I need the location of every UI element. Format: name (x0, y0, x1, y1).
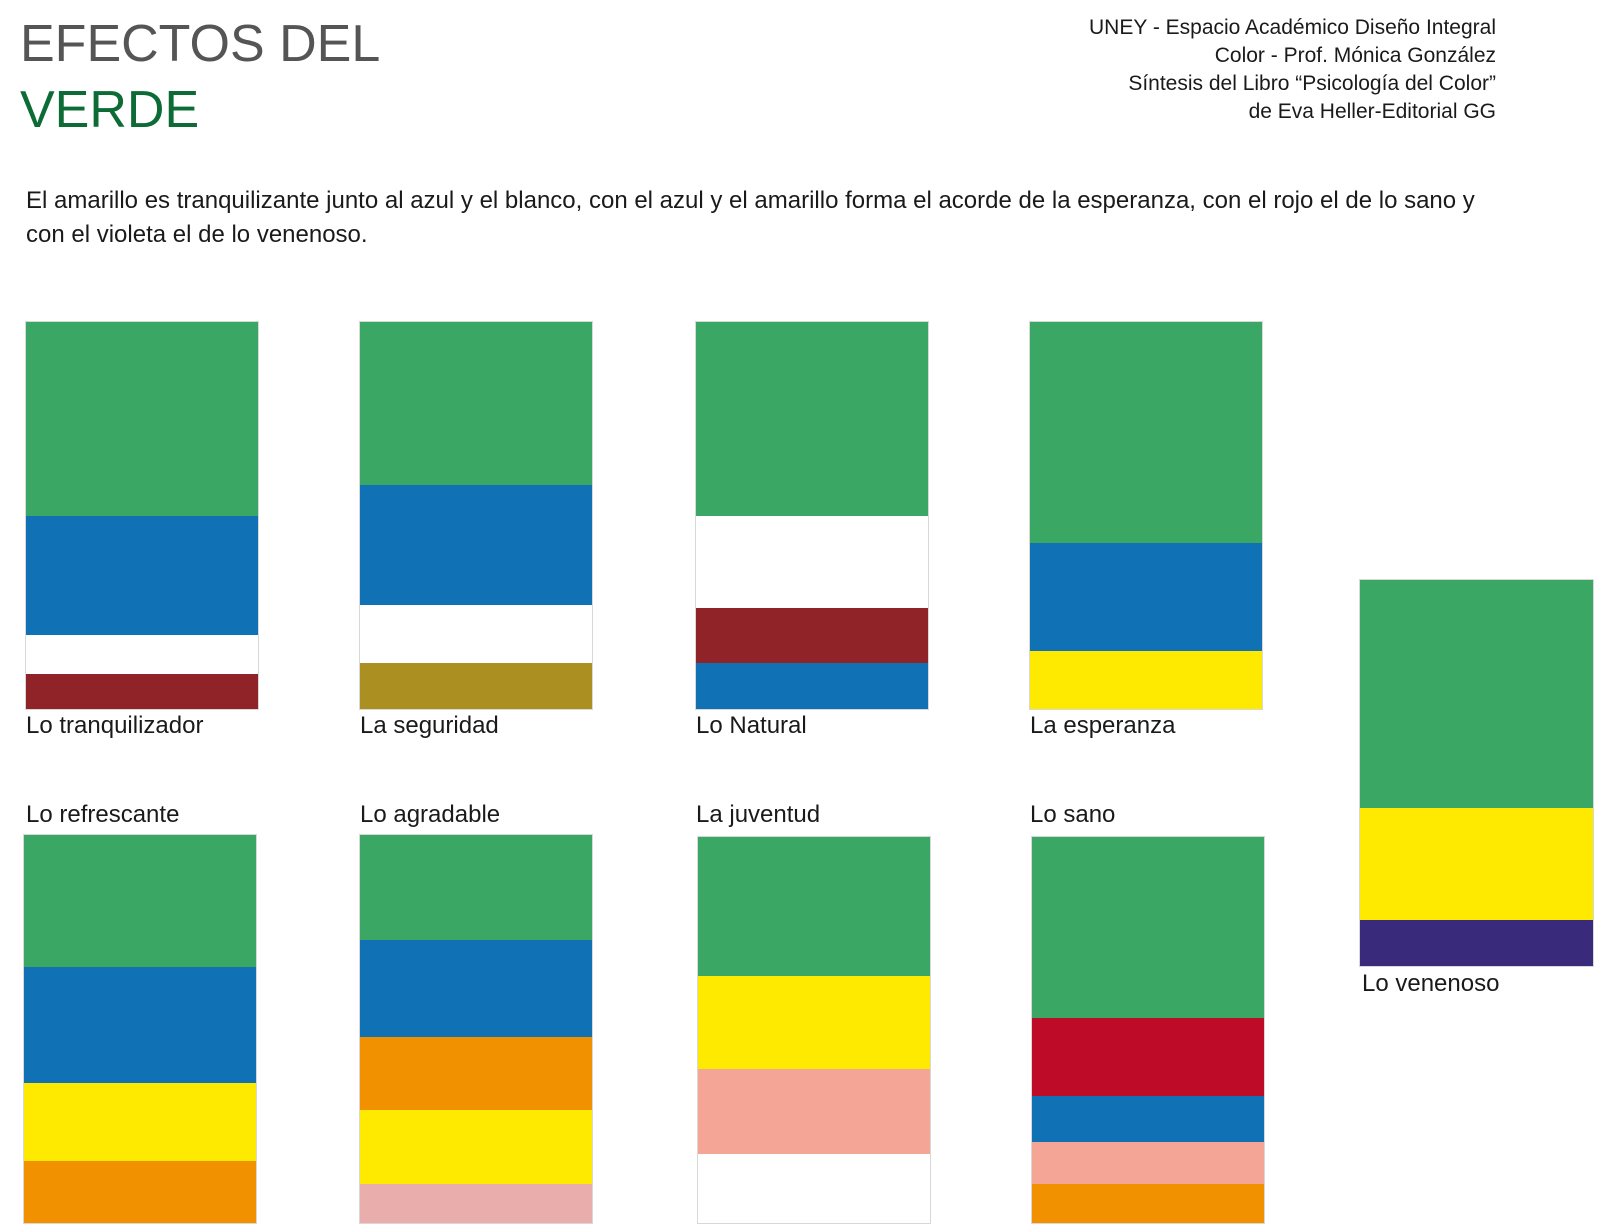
color-stripe (696, 515, 928, 609)
color-stripe (1030, 322, 1262, 543)
color-stripe (360, 939, 592, 1037)
color-stripe (698, 837, 930, 976)
credit-line: Color - Prof. Mónica González (1214, 44, 1496, 67)
color-stripe (1032, 1141, 1264, 1185)
color-stripe (698, 975, 930, 1069)
color-stripe (1360, 919, 1593, 966)
color-stripe (24, 1160, 256, 1223)
chord-label: Lo Natural (696, 712, 807, 739)
color-stripe (1032, 1018, 1264, 1096)
credit-line: de Eva Heller-Editorial GG (1248, 100, 1496, 123)
color-stripe (698, 1068, 930, 1154)
color-chord-swatch (360, 322, 592, 709)
color-stripe (1030, 542, 1262, 651)
color-stripe (360, 835, 592, 940)
chord-label: La esperanza (1030, 712, 1176, 739)
color-stripe (1032, 1095, 1264, 1142)
color-stripe (360, 1110, 592, 1185)
color-chord-swatch (360, 835, 592, 1223)
color-stripe (1360, 580, 1593, 808)
color-stripe (360, 604, 592, 663)
color-stripe (24, 966, 256, 1084)
color-stripe (24, 835, 256, 967)
color-stripe (360, 1184, 592, 1223)
color-stripe (360, 1036, 592, 1111)
color-stripe (698, 1153, 930, 1223)
chord-label: La seguridad (360, 712, 499, 739)
credit-line: UNEY - Espacio Académico Diseño Integral (1089, 16, 1496, 39)
color-stripe (26, 322, 258, 516)
chord-label: Lo sano (1030, 801, 1116, 828)
color-stripe (360, 322, 592, 485)
color-stripe (696, 322, 928, 516)
chord-label: Lo venenoso (1362, 970, 1500, 997)
chord-label: La juventud (696, 801, 821, 828)
color-chord-swatch (1032, 837, 1264, 1223)
page-title-line2: VERDE (20, 81, 200, 139)
color-stripe (696, 608, 928, 663)
credits-block: UNEY - Espacio Académico Diseño Integral… (1089, 14, 1496, 126)
color-stripe (1032, 1184, 1264, 1223)
color-chord-swatch (1030, 322, 1262, 709)
chord-label: Lo tranquilizador (26, 712, 204, 739)
color-stripe (1030, 650, 1262, 709)
credit-line: Síntesis del Libro “Psicología del Color… (1128, 72, 1496, 95)
color-stripe (360, 662, 592, 709)
color-chord-swatch (24, 835, 256, 1223)
color-stripe (26, 515, 258, 636)
color-stripe (1032, 837, 1264, 1019)
color-chord-swatch (698, 837, 930, 1223)
chord-label: Lo agradable (360, 801, 501, 828)
page-title-line1: EFECTOS DEL (20, 15, 381, 73)
intro-paragraph: El amarillo es tranquilizante junto al a… (26, 187, 1475, 248)
color-stripe (360, 484, 592, 605)
color-stripe (696, 662, 928, 709)
chord-label: Lo refrescante (26, 801, 180, 828)
color-stripe (26, 635, 258, 675)
color-stripe (1360, 807, 1593, 920)
color-chord-swatch (696, 322, 928, 709)
color-chord-swatch (1360, 580, 1593, 966)
color-chord-swatch (26, 322, 258, 709)
color-stripe (24, 1083, 256, 1161)
color-stripe (26, 674, 258, 709)
